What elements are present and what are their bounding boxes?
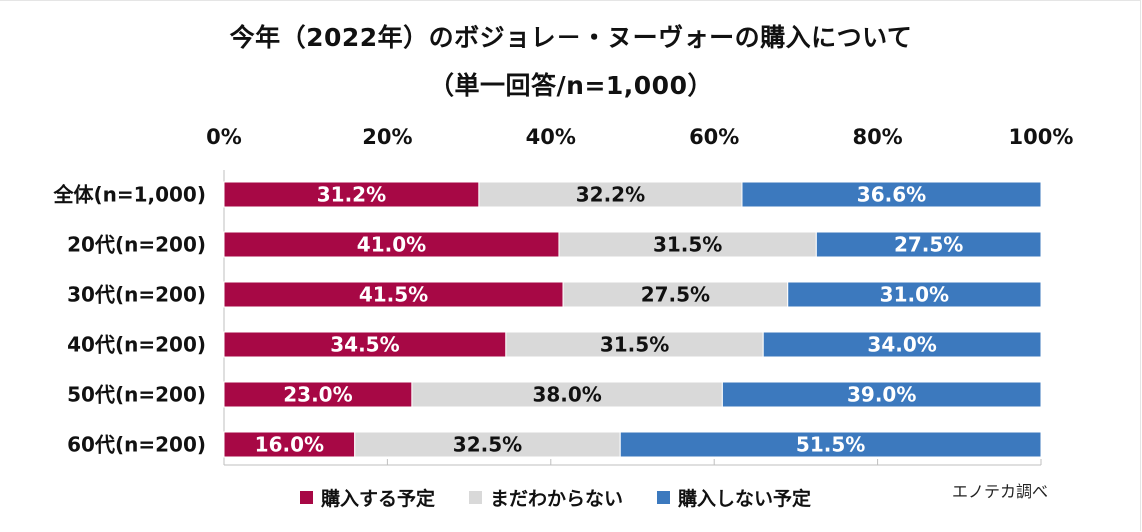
bar-segment	[787, 281, 1042, 308]
data-label: 31.5%	[600, 333, 669, 357]
x-tick-label: 100%	[1009, 125, 1074, 149]
legend-label-undecided: まだわからない	[490, 488, 624, 510]
legend-swatch-undecided	[469, 491, 483, 504]
category-label: 20代(n=200)	[67, 233, 206, 257]
source-note: エノテカ調べ	[952, 482, 1049, 501]
data-label: 23.0%	[283, 383, 352, 407]
bar-segment	[223, 231, 560, 258]
data-label: 32.5%	[453, 433, 522, 457]
bar-segment	[223, 431, 356, 458]
bar-segment	[562, 281, 789, 308]
legend-label-buy: 購入する予定	[321, 488, 436, 510]
bar-segment	[223, 281, 564, 308]
data-label: 27.5%	[641, 283, 710, 307]
chart-title: 今年（2022年）のボジョレ－・ヌーヴォーの購入について	[229, 23, 913, 52]
legend-label-not-buy: 購入しない予定	[678, 488, 812, 510]
legend-item-buy: 購入する予定	[300, 484, 435, 511]
legend-swatch-buy	[300, 491, 313, 504]
bar-segment	[505, 331, 764, 358]
data-label: 34.0%	[867, 333, 936, 357]
x-tick-label: 80%	[852, 125, 902, 149]
bar-segment	[721, 381, 1042, 408]
data-label: 32.2%	[576, 183, 645, 207]
x-tick-label: 60%	[689, 125, 739, 149]
data-label: 51.5%	[796, 433, 865, 457]
bar-segment	[619, 431, 1042, 458]
category-label: 40代(n=200)	[67, 333, 206, 357]
legend-item-not-buy: 購入しない予定	[657, 484, 811, 511]
data-label: 31.2%	[317, 183, 386, 207]
x-tick-label: 20%	[362, 125, 412, 149]
legend-item-undecided: まだわからない	[469, 484, 623, 511]
bar-segment	[741, 181, 1042, 208]
data-label: 16.0%	[255, 433, 324, 457]
x-tick-label: 40%	[526, 125, 576, 149]
data-label: 27.5%	[894, 233, 963, 257]
bar-segment	[762, 331, 1042, 358]
category-label: 50代(n=200)	[67, 383, 206, 407]
data-label: 31.5%	[653, 233, 722, 257]
legend: 購入する予定 まだわからない 購入しない予定	[300, 484, 845, 511]
category-label: 60代(n=200)	[67, 433, 206, 457]
data-label: 39.0%	[847, 383, 916, 407]
data-label: 36.6%	[857, 183, 926, 207]
category-label: 30代(n=200)	[67, 283, 206, 307]
data-label: 31.0%	[880, 283, 949, 307]
bar-segment	[223, 331, 507, 358]
data-label: 41.5%	[359, 283, 428, 307]
legend-swatch-not-buy	[657, 491, 671, 504]
data-label: 41.0%	[357, 233, 426, 257]
category-label: 全体(n=1,000)	[52, 183, 206, 207]
bar-segment	[478, 181, 743, 208]
bar-segment	[815, 231, 1042, 258]
bar-segment	[558, 231, 817, 258]
chart-subtitle: （単一回答/n=1,000）	[429, 71, 713, 100]
data-label: 34.5%	[330, 333, 399, 357]
data-label: 38.0%	[532, 383, 601, 407]
x-tick-label: 0%	[206, 125, 242, 149]
